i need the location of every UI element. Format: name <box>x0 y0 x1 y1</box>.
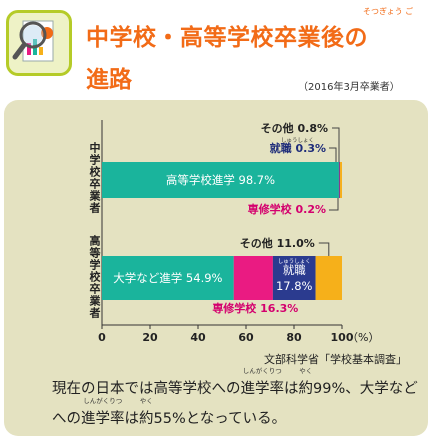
data-label: 就職 <box>283 263 306 277</box>
furigana-reading: やく <box>139 397 153 405</box>
body-text-part: 現在の日本では高等学校への <box>52 381 241 397</box>
body-text: 現在の日本では高等学校への進学率 しんがくりつ は約 やく 99%、大学などへの進学率し… <box>52 367 424 434</box>
furigana-base: 進学率 <box>240 381 285 397</box>
x-tick-label: 60 <box>238 331 254 344</box>
furigana-base: 約 <box>139 411 154 427</box>
leader-line <box>329 198 339 211</box>
source-note: 文部科学省「学校基本調査」 <box>264 353 407 366</box>
x-tick-label: 20 <box>142 331 158 344</box>
magnifier-chart-icon <box>6 10 72 76</box>
leader-line <box>332 127 340 162</box>
data-label: その他 11.0% <box>240 236 315 250</box>
bar-segment <box>339 162 341 198</box>
bar-segment <box>338 162 340 198</box>
data-label: 就職 0.3% <box>270 141 326 155</box>
body-text-part: は <box>124 411 140 427</box>
data-label: 17.8% <box>276 279 313 293</box>
x-tick-label: 80 <box>286 331 302 344</box>
bar-segment <box>315 256 342 300</box>
data-label: 高等学校進学 98.7% <box>166 173 275 187</box>
page-title-line2: 進路 <box>86 67 132 93</box>
body-text-part: 55%となっている。 <box>153 411 287 427</box>
page-title: 中学校・高等学校卒業後の <box>86 25 368 51</box>
furigana-reading: しんがくりつ <box>83 397 123 405</box>
x-tick-label: 0 <box>98 331 106 344</box>
bar-segment <box>102 162 339 198</box>
furigana-word: 約やく <box>139 397 154 434</box>
date-note: （2016年3月卒業者） <box>298 82 400 93</box>
furigana-word: 進学率 しんがくりつ <box>240 367 285 404</box>
magnifier-chart-icon-graphic <box>12 20 54 62</box>
category-label-high-school: 高等学校卒業者 <box>88 235 101 319</box>
bar-segment <box>233 256 273 300</box>
body-text-part: は <box>284 381 299 397</box>
data-label: 専修学校 16.3% <box>212 301 298 315</box>
furigana-reading: やく <box>299 367 313 375</box>
data-label: 大学など進学 54.9% <box>113 271 222 285</box>
body-text-part: 99%、大学などへの <box>52 381 418 427</box>
furigana-label: しゅうしょく <box>281 137 314 144</box>
leader-line <box>318 242 330 256</box>
furigana-word: 進学率 しんがくりつ <box>81 397 125 434</box>
furigana-word: 約やく <box>298 367 314 404</box>
x-unit-label: （%） <box>347 331 379 344</box>
bar-segment <box>102 256 234 300</box>
category-label-junior-high: 中学校卒業者 <box>88 142 101 214</box>
furigana-base: 進学率 <box>81 411 125 427</box>
bar-segment <box>272 256 316 300</box>
x-tick-label: 100 <box>331 331 354 344</box>
data-label: 専修学校 0.2% <box>248 202 326 216</box>
furigana-label: しゅうしょく <box>278 258 311 265</box>
furigana-base: 約 <box>298 381 314 397</box>
bar-segment <box>340 162 342 198</box>
leader-line <box>329 147 337 162</box>
x-tick-label: 40 <box>190 331 206 344</box>
title-ruby: そつぎょう ご <box>363 7 414 16</box>
furigana-reading: しんがくりつ <box>242 367 282 375</box>
data-label: その他 0.8% <box>261 121 328 135</box>
